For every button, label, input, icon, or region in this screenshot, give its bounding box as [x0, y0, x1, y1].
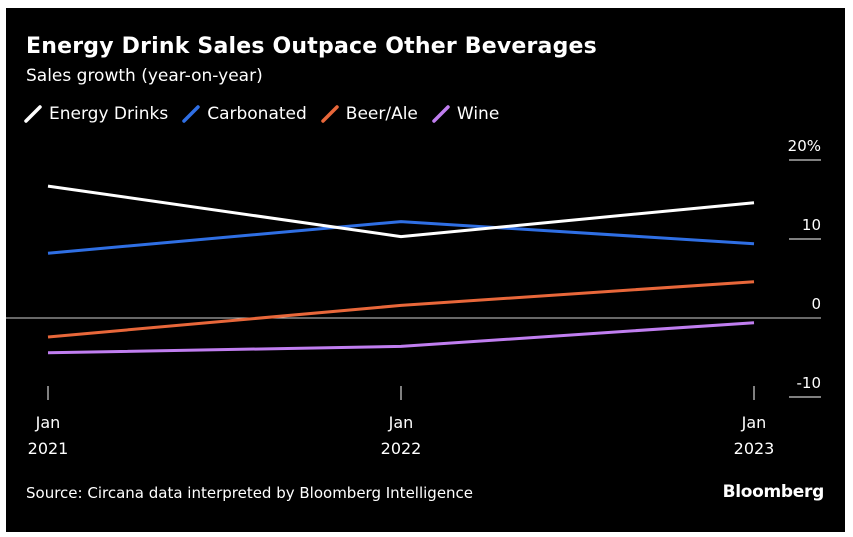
- series-line-beer-ale: [47, 280, 755, 339]
- legend-item-wine: Wine: [432, 104, 499, 124]
- legend: Energy Drinks Carbonated Beer/Ale Wine: [24, 104, 513, 124]
- legend-swatch-icon: [182, 105, 200, 123]
- legend-item-carbonated: Carbonated: [182, 104, 307, 124]
- chart-panel: 20% 10 0 -10 Jan 2021 Jan 2022 Jan 2023 Energy Dr…: [6, 8, 845, 532]
- chart-subtitle: Sales growth (year-on-year): [26, 66, 263, 86]
- legend-label: Wine: [456, 104, 500, 124]
- legend-label: Carbonated: [207, 104, 307, 124]
- series-line-wine: [47, 321, 755, 355]
- series-line-carbonated: [47, 220, 755, 255]
- series-line-energy-drinks: [47, 184, 755, 239]
- x-tick-label-month: Jan: [388, 413, 414, 432]
- legend-swatch-icon: [432, 105, 450, 123]
- legend-item-beer-ale: Beer/Ale: [321, 104, 418, 124]
- y-tick-label: 20%: [788, 137, 821, 155]
- x-tick-label-month: Jan: [741, 413, 767, 432]
- x-tick-label-month: Jan: [35, 413, 61, 432]
- source-note: Source: Circana data interpreted by Bloo…: [26, 484, 474, 502]
- legend-label: Beer/Ale: [345, 104, 418, 124]
- legend-label: Energy Drinks: [49, 104, 169, 124]
- x-tick-label-year: 2021: [28, 439, 69, 458]
- line-chart: 20% 10 0 -10 Jan 2021 Jan 2022 Jan 2023: [6, 137, 822, 458]
- y-tick-label: 0: [811, 295, 821, 313]
- x-tick-label-year: 2022: [381, 439, 422, 458]
- legend-swatch-icon: [24, 105, 42, 123]
- x-tick-label-year: 2023: [734, 439, 775, 458]
- bloomberg-logo: Bloomberg: [722, 482, 825, 502]
- y-tick-label: -10: [797, 374, 822, 392]
- legend-swatch-icon: [321, 105, 339, 123]
- chart-title: Energy Drink Sales Outpace Other Beverag…: [26, 34, 597, 59]
- y-tick-label: 10: [802, 216, 821, 234]
- legend-item-energy-drinks: Energy Drinks: [24, 104, 168, 124]
